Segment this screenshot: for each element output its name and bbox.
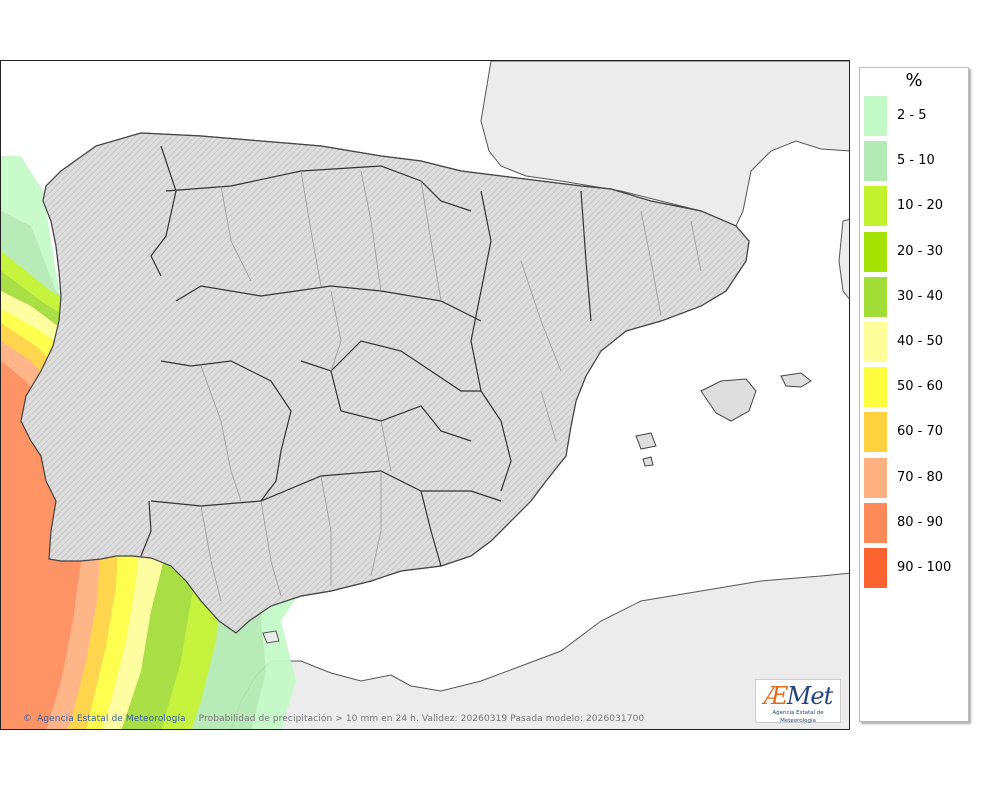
legend-unit: % (905, 70, 923, 91)
map-canvas (1, 61, 849, 729)
province-borders (200, 170, 702, 602)
legend-item: 5 - 10 (864, 141, 968, 182)
legend-swatch (864, 322, 887, 362)
north-africa-landmass (231, 572, 849, 729)
legend-swatch (864, 367, 887, 408)
legend-item: 60 - 70 (864, 412, 968, 453)
legend-label: 40 - 50 (897, 334, 944, 349)
legend-label: 90 - 100 (897, 560, 952, 575)
agency-name: Agencia Estatal de Meteorología (37, 714, 186, 724)
forecast-map[interactable]: © Agencia Estatal de Meteorología Probab… (0, 60, 850, 730)
logo-subtitle: Agencia Estatal de Meteorología (772, 710, 824, 724)
legend-item: 20 - 30 (864, 231, 968, 272)
legend-swatch (864, 96, 887, 136)
legend-label: 2 - 5 (897, 108, 927, 123)
legend-label: 80 - 90 (897, 514, 944, 530)
legend-item: 2 - 5 (864, 96, 968, 136)
legend-item: 90 - 100 (864, 548, 968, 588)
legend-item: 30 - 40 (864, 276, 968, 317)
legend-swatch (864, 276, 887, 317)
map-caption: © Agencia Estatal de Meteorología Probab… (23, 714, 644, 724)
aemet-logo: ÆMet Agencia Estatal de Meteorología (755, 679, 841, 724)
ceuta-hint (262, 630, 280, 644)
corsica-island (838, 218, 849, 300)
legend-label: 10 - 20 (897, 198, 944, 214)
legend-label: 5 - 10 (897, 153, 935, 169)
legend-item: 80 - 90 (864, 502, 968, 543)
copyright-icon: © (23, 714, 33, 724)
legend-item: 70 - 80 (864, 457, 968, 498)
legend-item: 50 - 60 (864, 367, 968, 408)
legend-item: 10 - 20 (864, 186, 968, 227)
legend-swatch (864, 412, 887, 453)
legend-swatch (864, 548, 887, 588)
balearic-islands (635, 372, 812, 467)
caption-text: Probabilidad de precipitación > 10 mm en… (198, 714, 645, 724)
legend-swatch (864, 457, 887, 498)
legend-item: 40 - 50 (864, 322, 968, 362)
legend-label: 20 - 30 (897, 243, 944, 259)
legend-label: 70 - 80 (897, 469, 944, 485)
legend-label: 60 - 70 (897, 424, 944, 440)
legend-panel: % 2 - 5 5 - 10 10 - 20 20 - 30 30 - 40 40 - 5… (859, 67, 969, 722)
legend-swatch (864, 502, 887, 543)
legend-label: 30 - 40 (897, 288, 944, 304)
legend-swatch (864, 186, 887, 227)
legend-label: 50 - 60 (897, 379, 944, 395)
legend-swatch (864, 231, 887, 272)
legend-swatch (864, 141, 887, 182)
